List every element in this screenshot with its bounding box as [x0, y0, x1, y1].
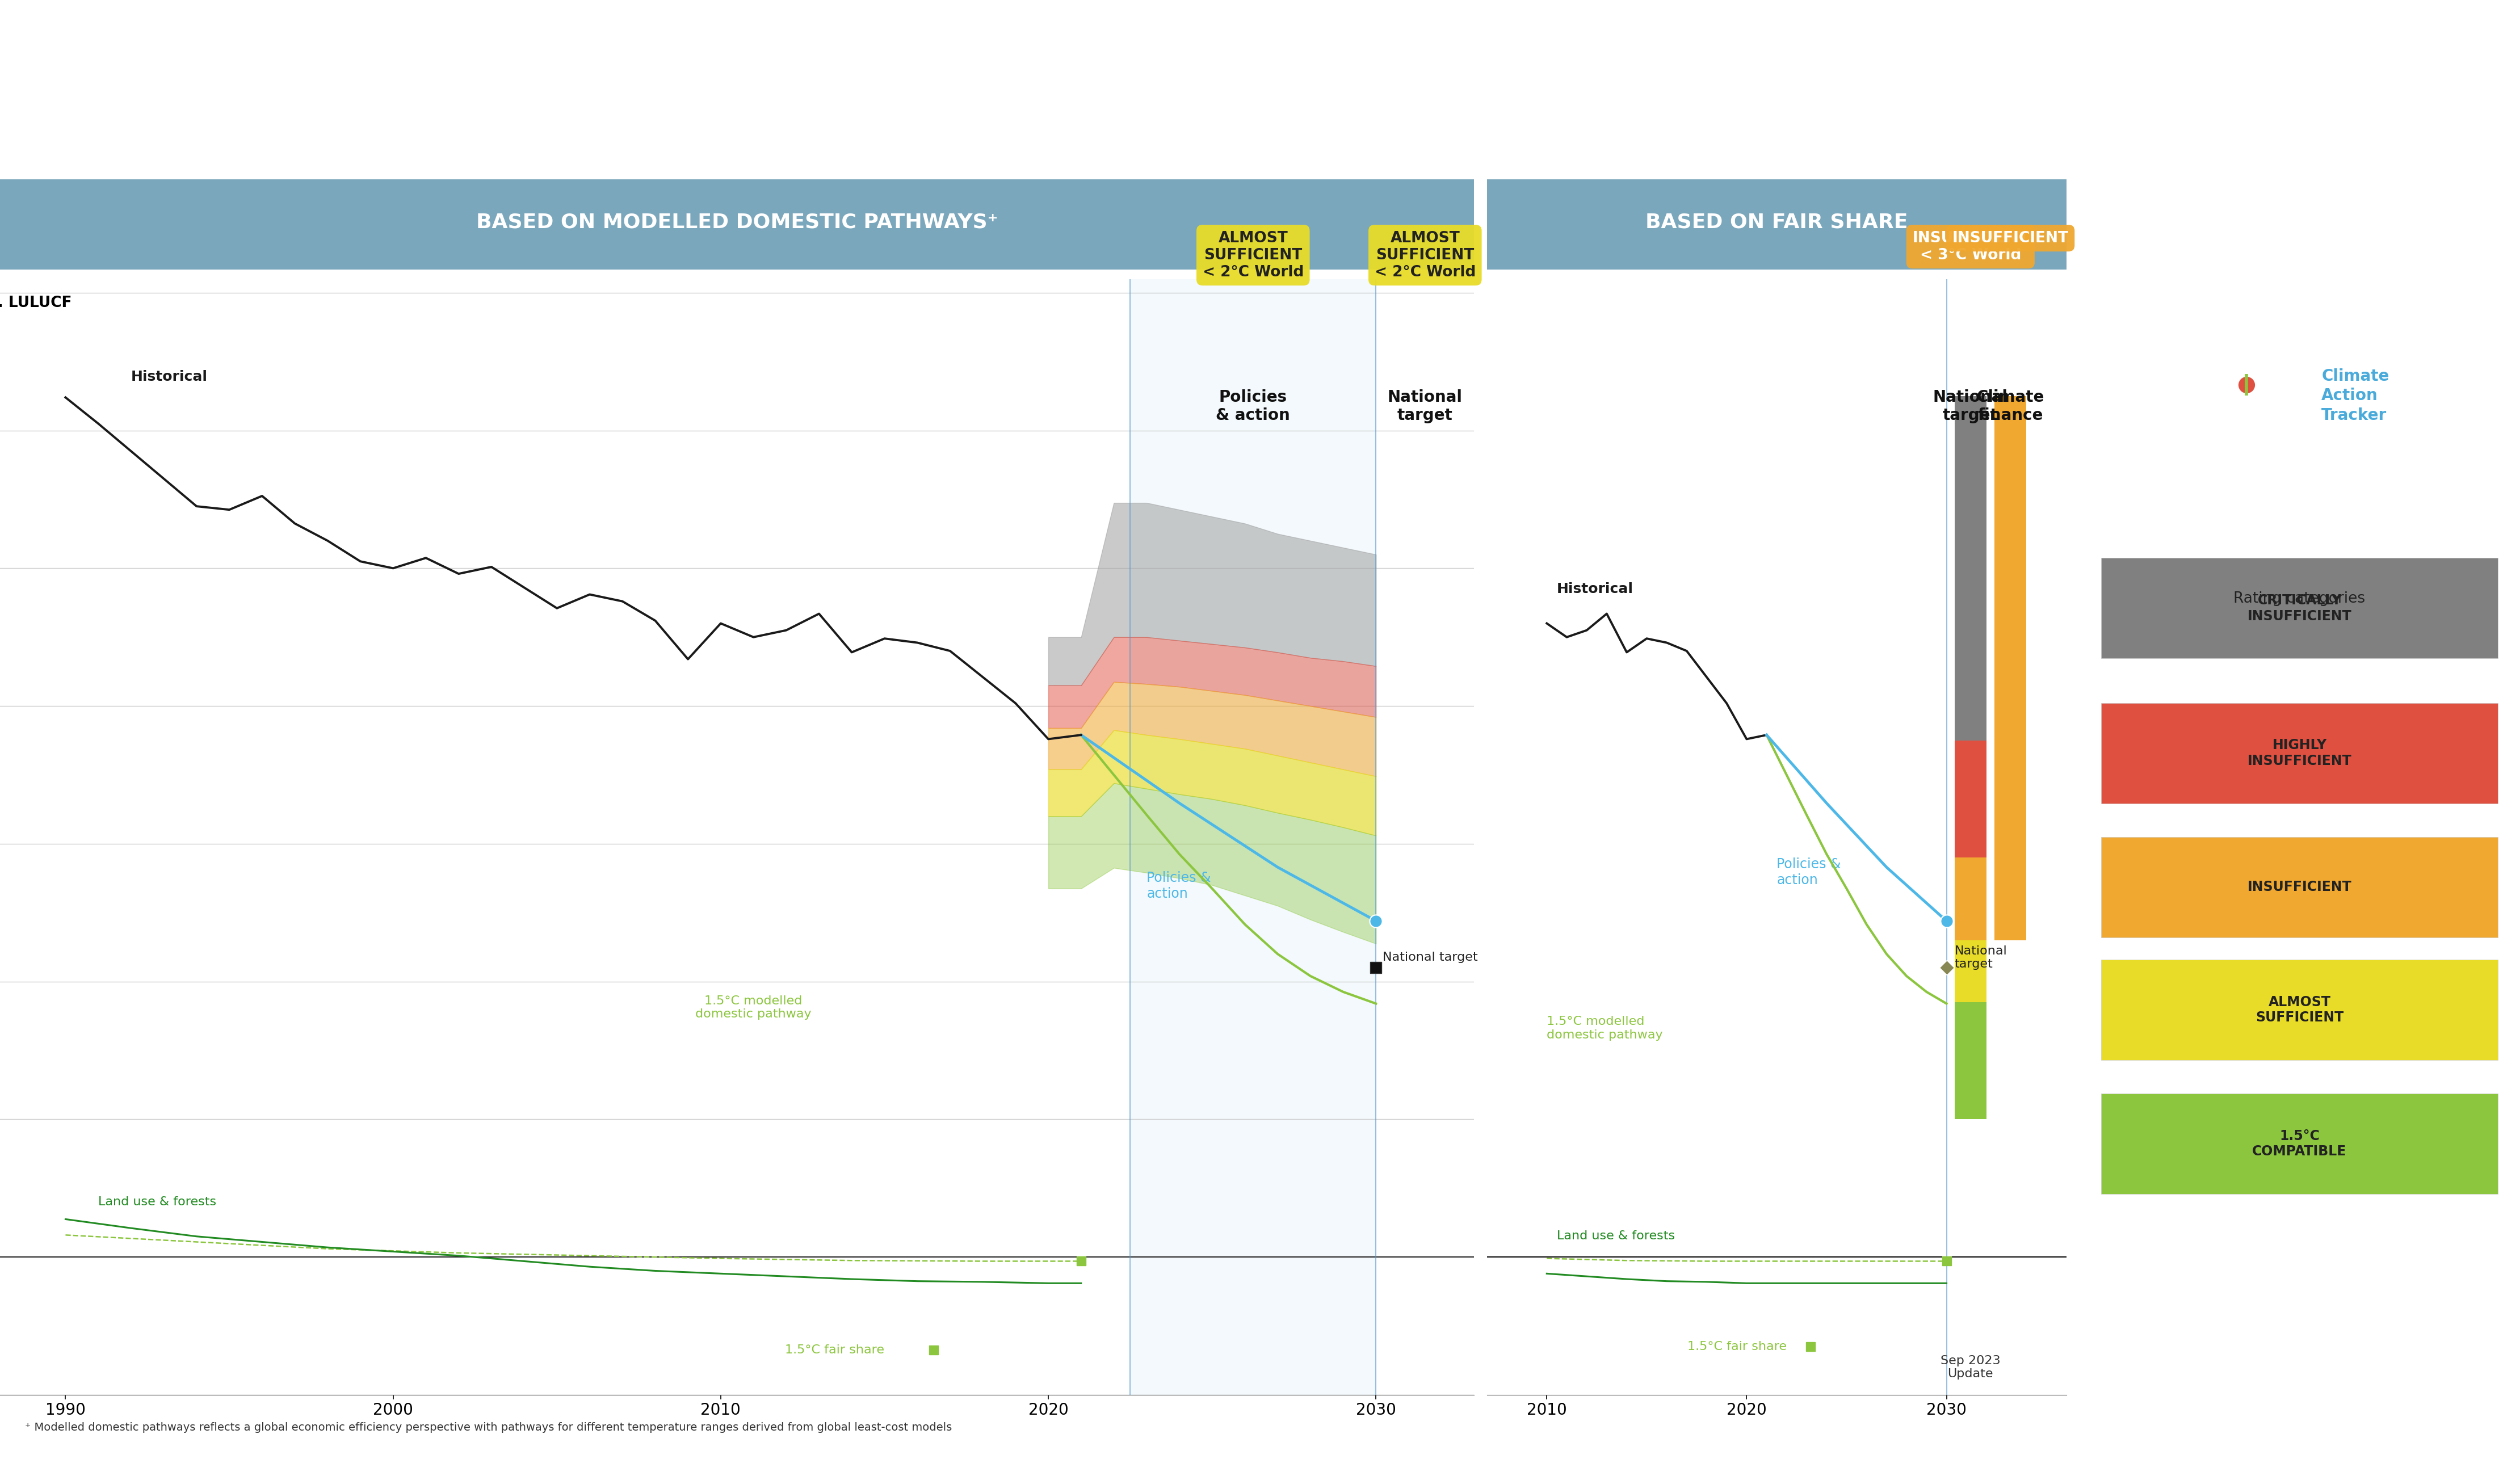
Text: 1.5°C fair share: 1.5°C fair share [1688, 1340, 1787, 1352]
Text: Land use & forests: Land use & forests [1557, 1231, 1676, 1241]
Text: CRITICALLY
INSUFFICIENT: CRITICALLY INSUFFICIENT [2248, 593, 2351, 623]
Text: National
target: National target [1933, 390, 2008, 424]
Text: Policies &
action: Policies & action [1777, 858, 1842, 887]
Text: Climate
Action
Tracker: Climate Action Tracker [2321, 368, 2389, 424]
Bar [1956, 396, 1986, 741]
Text: National
target: National target [1389, 390, 1462, 424]
Bar [1487, 179, 2066, 270]
Text: 1.5°C modelled
domestic pathway: 1.5°C modelled domestic pathway [1547, 1015, 1663, 1041]
Bar [2102, 703, 2497, 803]
Bar [2102, 1094, 2497, 1194]
Text: 1.5°C fair share: 1.5°C fair share [786, 1345, 885, 1356]
Text: HIGHLY
INSUFFICIENT: HIGHLY INSUFFICIENT [2248, 738, 2351, 768]
Text: INSUFFICIENT: INSUFFICIENT [2248, 880, 2351, 894]
Text: GERMANY OVERALL RATING: GERMANY OVERALL RATING [1096, 41, 1424, 65]
Text: ALMOST
SUFFICIENT: ALMOST SUFFICIENT [2255, 995, 2344, 1024]
Text: Historical: Historical [131, 370, 207, 384]
Bar [2102, 558, 2497, 658]
Text: INSUFFICIENT: INSUFFICIENT [1953, 230, 2069, 245]
Text: Land use & forests: Land use & forests [98, 1196, 217, 1207]
Text: Rating categories: Rating categories [2233, 592, 2366, 607]
Text: Policies &
action: Policies & action [1147, 871, 1212, 900]
Bar [1956, 940, 1986, 1002]
Text: National target: National target [1383, 952, 1477, 964]
Text: Emissions excl. LULUCF: Emissions excl. LULUCF [0, 295, 73, 310]
Text: National
target: National target [1956, 945, 2006, 970]
Text: Climate
finance: Climate finance [1976, 390, 2044, 424]
Text: ALMOST
SUFFICIENT
< 2°C World: ALMOST SUFFICIENT < 2°C World [1202, 230, 1303, 279]
Bar [1956, 1002, 1986, 1119]
Bar [1956, 858, 1986, 940]
Text: ALMOST
SUFFICIENT
< 2°C World: ALMOST SUFFICIENT < 2°C World [1373, 230, 1477, 279]
Text: INSUFFICIENT
< 3°C World: INSUFFICIENT < 3°C World [1913, 230, 2029, 263]
Text: ⁺ Modelled domestic pathways reflects a global economic efficiency perspective w: ⁺ Modelled domestic pathways reflects a … [25, 1421, 953, 1433]
Bar [0, 179, 1474, 270]
Bar [2102, 959, 2497, 1060]
Text: Policies
& action: Policies & action [1217, 390, 1290, 424]
Text: 1.5°C
COMPATIBLE: 1.5°C COMPATIBLE [2253, 1129, 2346, 1159]
Text: INSUFFICIENT: INSUFFICIENT [1076, 103, 1444, 149]
Text: BASED ON MODELLED DOMESTIC PATHWAYS⁺: BASED ON MODELLED DOMESTIC PATHWAYS⁺ [476, 213, 998, 232]
Bar [1129, 279, 1376, 1395]
Bar [1956, 741, 1986, 858]
Bar [1993, 396, 2026, 940]
Text: 1.5°C modelled
domestic pathway: 1.5°C modelled domestic pathway [696, 995, 811, 1020]
Text: BASED ON FAIR SHARE: BASED ON FAIR SHARE [1646, 213, 1908, 232]
Text: Historical: Historical [1557, 582, 1633, 596]
Bar [2102, 837, 2497, 937]
Text: Sep 2023
Update: Sep 2023 Update [1940, 1355, 2001, 1380]
